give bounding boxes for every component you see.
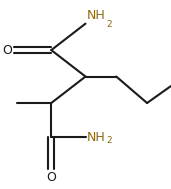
Text: 2: 2 — [106, 20, 112, 29]
Text: NH: NH — [87, 9, 106, 22]
Text: NH: NH — [87, 131, 106, 143]
Text: 2: 2 — [106, 136, 112, 145]
Text: O: O — [2, 44, 12, 57]
Text: O: O — [46, 171, 56, 184]
